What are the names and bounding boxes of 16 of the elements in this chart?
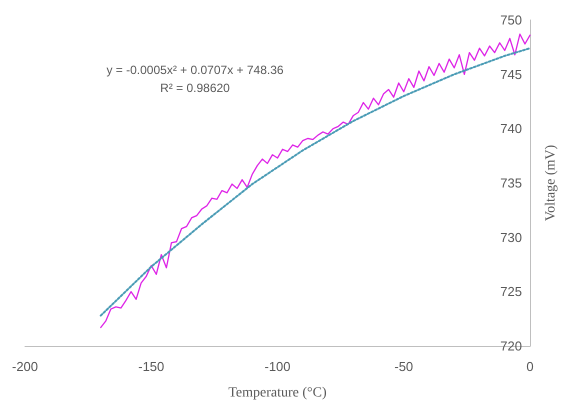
- y-tick-label: 735: [500, 176, 522, 190]
- y-tick-label: 720: [500, 338, 522, 354]
- y-tick-label: 750: [500, 12, 522, 28]
- x-tick-label: -100: [264, 359, 291, 374]
- x-axis-title: Temperature (°C): [228, 386, 327, 400]
- y-tick-label: 745: [500, 66, 522, 82]
- x-tick-label: -50: [394, 359, 414, 374]
- y-tick-label: 730: [500, 230, 522, 245]
- annotation: y = -0.0005x² + 0.0707x + 748.36: [106, 63, 284, 77]
- y-tick-label: 740: [500, 121, 522, 136]
- x-tick-label: -200: [12, 359, 38, 374]
- y-tick-label: 725: [500, 284, 522, 300]
- y-axis-title: Voltage (mV): [544, 144, 558, 222]
- x-tick-label: -150: [138, 359, 164, 374]
- annotation: R² = 0.98620: [160, 81, 230, 95]
- x-tick-label: 0: [526, 359, 534, 374]
